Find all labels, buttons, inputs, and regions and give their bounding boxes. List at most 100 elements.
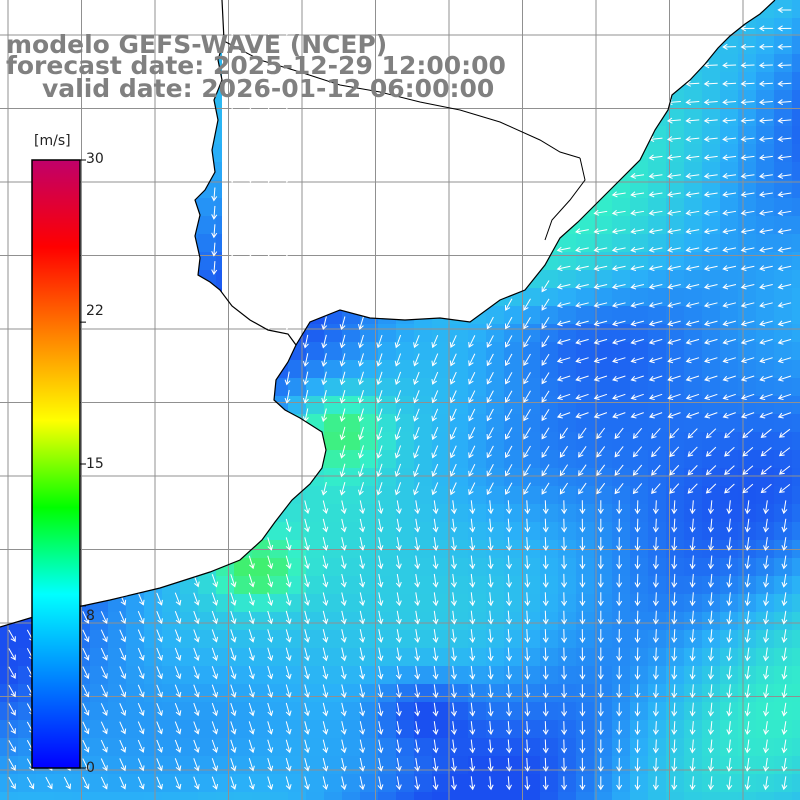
wind-arrow xyxy=(614,446,624,458)
wind-arrow xyxy=(597,555,604,570)
wind-arrow xyxy=(687,465,698,476)
wind-arrow xyxy=(487,684,494,699)
wind-arrow xyxy=(100,611,108,624)
wind-arrow xyxy=(652,518,659,533)
wind-arrow xyxy=(174,702,182,717)
wind-arrow xyxy=(703,117,718,124)
wind-arrow xyxy=(648,265,663,272)
wind-arrow xyxy=(284,371,291,386)
wind-arrow xyxy=(468,482,476,496)
wind-arrow xyxy=(137,592,145,606)
wind-arrow xyxy=(339,426,346,441)
wind-arrow xyxy=(707,665,714,680)
wind-arrow xyxy=(689,684,696,699)
wind-arrow xyxy=(597,757,604,772)
wind-arrow xyxy=(156,666,163,680)
wind-arrow xyxy=(648,393,663,401)
wind-arrow xyxy=(652,647,659,662)
wind-arrow xyxy=(304,573,310,588)
wind-arrow xyxy=(119,703,127,717)
wind-arrow xyxy=(432,665,439,680)
wind-arrow xyxy=(230,574,237,588)
wind-arrow xyxy=(211,592,219,606)
wind-arrow xyxy=(450,629,457,644)
wind-arrow xyxy=(524,721,531,736)
wind-arrow xyxy=(777,154,792,161)
wind-arrow xyxy=(137,776,145,790)
wind-arrow xyxy=(559,464,569,477)
wind-arrow xyxy=(376,390,383,404)
wind-arrow xyxy=(340,610,347,625)
wind-arrow xyxy=(669,446,680,458)
wind-arrow xyxy=(229,279,236,294)
wind-arrow xyxy=(724,428,735,439)
wind-arrow xyxy=(777,228,792,235)
wind-arrow xyxy=(8,776,16,790)
wind-arrow xyxy=(247,58,254,73)
wind-arrow xyxy=(285,629,292,643)
wind-arrow xyxy=(722,320,737,327)
wind-arrow xyxy=(506,684,512,699)
wind-arrow xyxy=(652,537,659,552)
wind-arrow xyxy=(759,228,773,235)
wind-arrow xyxy=(285,776,292,790)
wind-arrow xyxy=(781,647,788,662)
wind-arrow xyxy=(487,592,494,607)
wind-arrow xyxy=(652,739,659,754)
wind-arrow xyxy=(450,592,457,607)
wind-arrow xyxy=(304,500,310,515)
wind-arrow xyxy=(542,647,549,662)
wind-arrow xyxy=(523,353,531,367)
wind-arrow xyxy=(248,666,255,680)
wind-arrow xyxy=(211,647,219,662)
wind-arrow xyxy=(267,647,274,662)
wind-arrow xyxy=(575,283,589,290)
wind-arrow xyxy=(486,335,494,348)
wind-arrow xyxy=(648,357,663,364)
wind-arrow xyxy=(377,739,384,754)
wind-arrow xyxy=(486,482,494,496)
wind-arrow xyxy=(781,757,788,772)
wind-arrow xyxy=(137,758,145,772)
wind-arrow xyxy=(487,573,494,588)
wind-arrow xyxy=(541,427,550,440)
wind-arrow xyxy=(504,316,513,330)
wind-arrow xyxy=(394,390,402,404)
wind-arrow xyxy=(777,43,792,50)
wind-arrow xyxy=(414,684,421,699)
wind-arrow xyxy=(556,338,571,345)
wind-arrow xyxy=(561,647,568,662)
wind-arrow xyxy=(284,297,291,312)
wind-arrow xyxy=(376,426,383,441)
wind-arrow xyxy=(504,445,513,459)
wind-arrow xyxy=(561,592,568,607)
wind-arrow xyxy=(193,592,200,606)
wind-arrow xyxy=(413,445,420,459)
wind-arrow xyxy=(630,393,644,401)
wind-arrow xyxy=(667,357,681,364)
wind-arrow xyxy=(230,666,237,680)
wind-arrow xyxy=(432,537,439,551)
wind-arrow xyxy=(575,246,589,253)
wind-arrow xyxy=(376,482,383,496)
wind-arrow xyxy=(703,191,718,198)
wind-arrow xyxy=(100,739,108,753)
wind-arrow xyxy=(759,191,773,198)
wind-arrow xyxy=(726,776,733,791)
wind-arrow xyxy=(689,647,696,662)
wind-arrow xyxy=(630,246,645,253)
wind-arrow xyxy=(597,739,604,754)
wind-arrow xyxy=(703,320,718,327)
wind-arrow xyxy=(632,446,643,458)
wind-arrow xyxy=(304,518,310,533)
wind-arrow xyxy=(359,573,366,588)
wind-arrow xyxy=(211,610,219,625)
coastline xyxy=(0,0,776,628)
wind-arrow xyxy=(611,228,626,235)
wind-arrow xyxy=(575,320,589,327)
wind-arrow xyxy=(759,320,773,327)
wind-arrow xyxy=(651,427,661,439)
wind-arrow xyxy=(322,721,329,735)
wind-arrow xyxy=(469,555,476,570)
wind-arrow xyxy=(781,684,788,699)
